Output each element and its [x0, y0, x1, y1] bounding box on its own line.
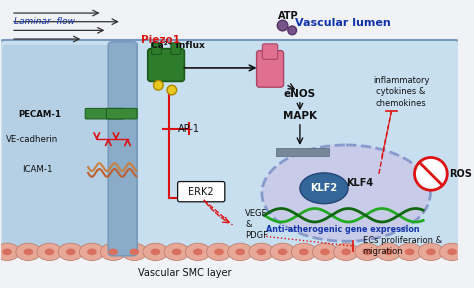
FancyBboxPatch shape [171, 43, 181, 54]
Ellipse shape [376, 243, 401, 261]
Ellipse shape [419, 243, 443, 261]
Ellipse shape [108, 249, 118, 255]
Circle shape [167, 85, 177, 95]
Text: VEGF
&
PDGF: VEGF & PDGF [245, 209, 268, 240]
FancyBboxPatch shape [263, 44, 278, 59]
Text: Vascular lumen: Vascular lumen [295, 18, 391, 28]
Ellipse shape [214, 249, 224, 255]
Ellipse shape [2, 249, 12, 255]
Ellipse shape [300, 173, 348, 204]
Ellipse shape [24, 249, 33, 255]
Ellipse shape [320, 249, 330, 255]
Text: KLF2: KLF2 [310, 183, 337, 193]
Ellipse shape [185, 243, 210, 261]
Ellipse shape [129, 249, 139, 255]
Ellipse shape [363, 249, 372, 255]
Text: ERK2: ERK2 [188, 187, 214, 197]
Ellipse shape [151, 249, 160, 255]
Ellipse shape [299, 249, 309, 255]
Text: ICAM-1: ICAM-1 [23, 164, 53, 174]
Ellipse shape [341, 249, 351, 255]
Ellipse shape [278, 249, 287, 255]
Ellipse shape [193, 249, 203, 255]
Ellipse shape [291, 243, 316, 261]
Ellipse shape [66, 249, 75, 255]
FancyBboxPatch shape [85, 108, 124, 119]
Ellipse shape [312, 243, 337, 261]
Ellipse shape [37, 243, 62, 261]
Ellipse shape [397, 243, 422, 261]
Ellipse shape [87, 249, 97, 255]
Ellipse shape [270, 243, 295, 261]
Ellipse shape [207, 243, 231, 261]
Ellipse shape [143, 243, 168, 261]
Text: AP-1: AP-1 [178, 124, 200, 134]
Ellipse shape [164, 243, 189, 261]
Ellipse shape [249, 243, 274, 261]
Text: Ca²⁺ Influx: Ca²⁺ Influx [151, 41, 204, 50]
Ellipse shape [172, 249, 182, 255]
FancyBboxPatch shape [2, 45, 118, 253]
Ellipse shape [262, 145, 430, 241]
FancyBboxPatch shape [1, 5, 458, 54]
Text: eNOS: eNOS [284, 89, 316, 99]
Ellipse shape [405, 249, 415, 255]
Ellipse shape [58, 243, 83, 261]
Text: inflammatory
cytokines &
chemokines: inflammatory cytokines & chemokines [373, 76, 429, 108]
FancyBboxPatch shape [152, 43, 161, 54]
Text: MAPK: MAPK [283, 111, 317, 121]
Ellipse shape [0, 243, 20, 261]
FancyBboxPatch shape [276, 148, 329, 156]
Text: ROS: ROS [449, 169, 472, 179]
Circle shape [277, 20, 288, 31]
Ellipse shape [122, 243, 147, 261]
FancyBboxPatch shape [108, 42, 137, 256]
Circle shape [154, 80, 163, 90]
Ellipse shape [426, 249, 436, 255]
FancyBboxPatch shape [0, 40, 461, 254]
Text: KLF4: KLF4 [346, 177, 373, 187]
Text: ATP: ATP [278, 11, 299, 21]
Circle shape [288, 26, 297, 35]
FancyBboxPatch shape [178, 181, 225, 202]
Text: Laminar  flow: Laminar flow [14, 17, 75, 26]
Text: Piezo1: Piezo1 [141, 35, 180, 45]
Ellipse shape [228, 243, 253, 261]
Ellipse shape [79, 243, 104, 261]
Ellipse shape [355, 243, 380, 261]
Ellipse shape [236, 249, 245, 255]
Ellipse shape [16, 243, 41, 261]
FancyBboxPatch shape [106, 108, 137, 119]
Ellipse shape [439, 243, 465, 261]
Ellipse shape [100, 243, 126, 261]
Ellipse shape [256, 249, 266, 255]
Ellipse shape [383, 249, 393, 255]
Ellipse shape [45, 249, 55, 255]
Text: Vascular SMC layer: Vascular SMC layer [137, 268, 231, 278]
FancyBboxPatch shape [148, 49, 184, 82]
Text: Anti-atherogenic gene expression: Anti-atherogenic gene expression [266, 225, 420, 234]
Text: PECAM-1: PECAM-1 [18, 110, 61, 119]
Ellipse shape [447, 249, 457, 255]
Ellipse shape [334, 243, 359, 261]
Text: VE-cadherin: VE-cadherin [6, 135, 58, 144]
Text: ECs proliferarion &
migration: ECs proliferarion & migration [363, 236, 442, 256]
FancyBboxPatch shape [256, 51, 283, 87]
Circle shape [415, 158, 447, 190]
